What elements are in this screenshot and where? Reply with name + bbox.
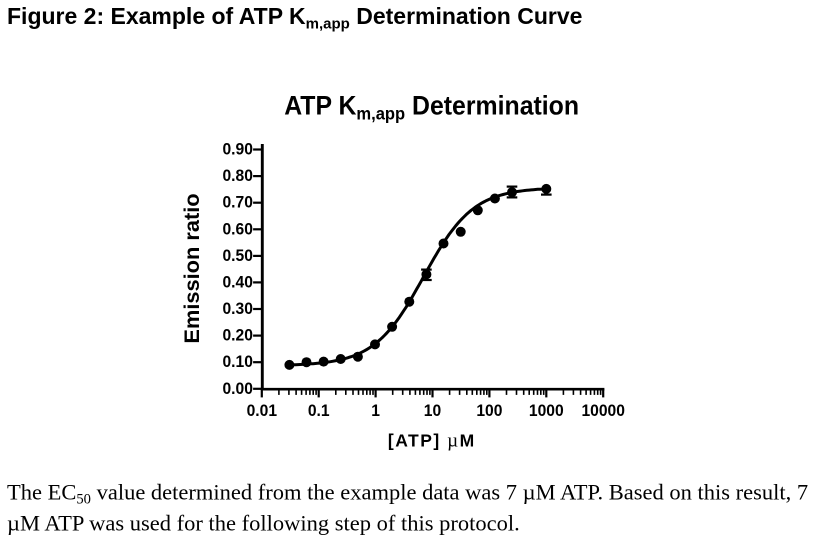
svg-text:0.70: 0.70 xyxy=(222,193,252,212)
svg-text:0.90: 0.90 xyxy=(222,140,252,159)
svg-text:Emission ratio: Emission ratio xyxy=(179,193,204,343)
svg-text:0.30: 0.30 xyxy=(222,299,252,318)
svg-text:0.01: 0.01 xyxy=(247,401,277,420)
svg-text:The EC50 value determined from: The EC50 value determined from the examp… xyxy=(7,480,808,508)
svg-text:0.80: 0.80 xyxy=(222,167,252,186)
svg-text:10000: 10000 xyxy=(581,401,624,420)
svg-text:0.40: 0.40 xyxy=(222,273,252,292)
svg-text:0.1: 0.1 xyxy=(308,401,330,420)
svg-text:0.00: 0.00 xyxy=(222,379,252,398)
svg-text:0.60: 0.60 xyxy=(222,220,252,239)
svg-text:0.50: 0.50 xyxy=(222,246,252,265)
svg-text:0.20: 0.20 xyxy=(222,326,252,345)
svg-text:100: 100 xyxy=(476,401,502,420)
svg-text:µM ATP was used for the follow: µM ATP was used for the following step o… xyxy=(7,511,520,536)
svg-text:[ATP] µM: [ATP] µM xyxy=(388,430,476,451)
svg-text:0.10: 0.10 xyxy=(222,353,252,372)
svg-text:10: 10 xyxy=(424,401,441,420)
svg-text:ATP Km,app Determination: ATP Km,app Determination xyxy=(284,91,579,123)
svg-text:1: 1 xyxy=(371,401,380,420)
svg-text:1000: 1000 xyxy=(529,401,564,420)
svg-text:Figure 2: Example of ATP Km,ap: Figure 2: Example of ATP Km,app Determin… xyxy=(7,3,582,33)
